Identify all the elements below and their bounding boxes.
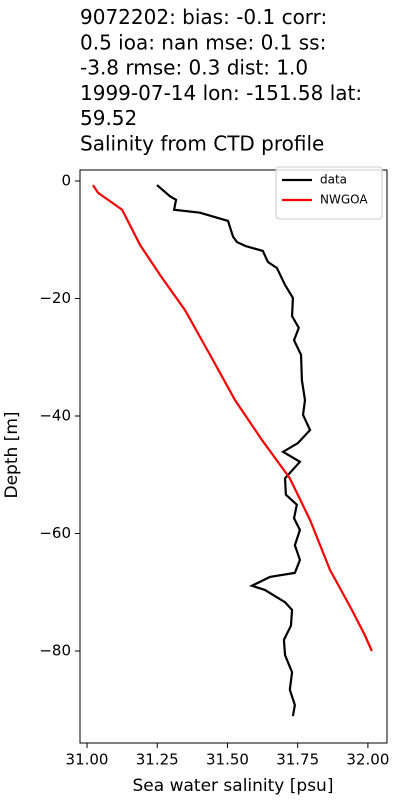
x-tick-label: 31.75 xyxy=(276,751,319,769)
y-tick-label: −60 xyxy=(39,524,71,542)
x-tick-label: 32.00 xyxy=(346,751,389,769)
chart-title: 0.5 ioa: nan mse: 0.1 ss: xyxy=(80,30,326,54)
plot-frame xyxy=(79,169,388,744)
x-axis-label: Sea water salinity [psu] xyxy=(133,776,334,796)
x-tick-label: 31.25 xyxy=(136,751,179,769)
chart-title: 59.52 xyxy=(80,106,137,130)
x-tick-label: 31.00 xyxy=(66,751,109,769)
chart-title: -3.8 rmse: 0.3 dist: 1.0 xyxy=(80,56,308,80)
series-line xyxy=(92,184,373,652)
y-tick-label: −20 xyxy=(39,289,71,307)
y-tick-label: −80 xyxy=(39,641,71,659)
chart-title: 9072202: bias: -0.1 corr: xyxy=(80,5,327,29)
legend-label: NWGOA xyxy=(320,193,368,207)
y-tick-label: 0 xyxy=(61,171,71,189)
chart-title: 1999-07-14 lon: -151.58 lat: xyxy=(80,81,362,105)
legend: data NWGOA xyxy=(275,166,383,220)
y-tick-label: −40 xyxy=(39,406,71,424)
chart-title: Salinity from CTD profile xyxy=(80,132,324,156)
y-axis-label: Depth [m] xyxy=(2,411,22,498)
x-tick-label: 31.50 xyxy=(206,751,249,769)
series-line xyxy=(156,184,312,717)
legend-label: data xyxy=(320,173,347,187)
